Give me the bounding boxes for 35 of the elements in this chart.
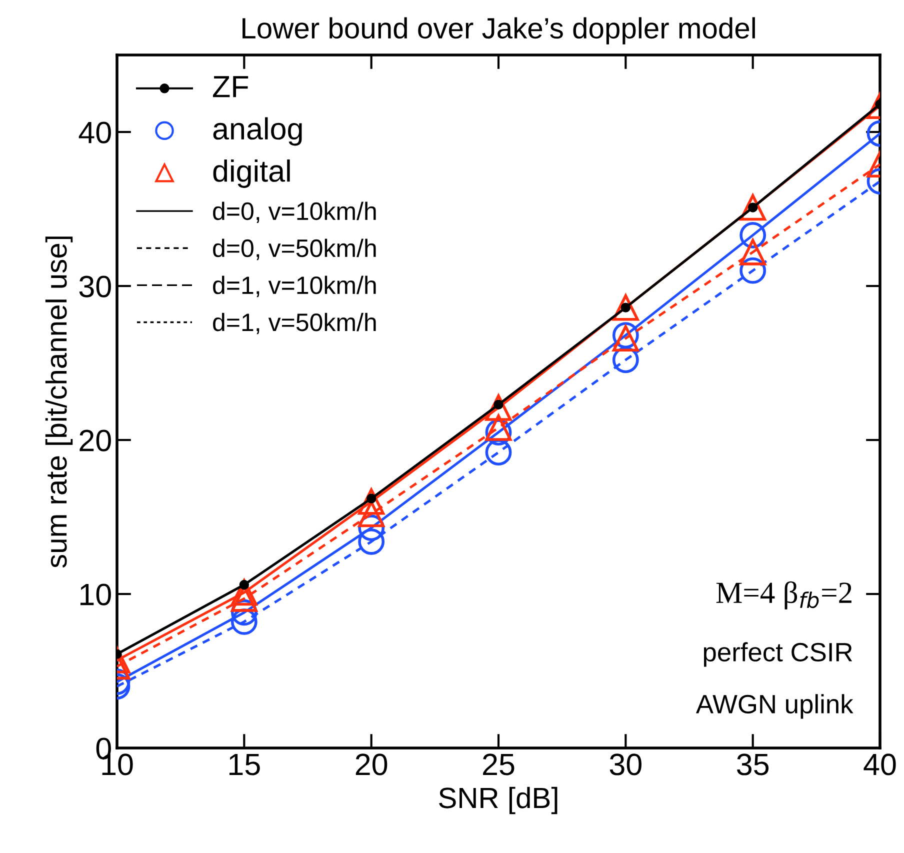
annotation: M=4 β$_{fb}$=2 — [716, 581, 852, 610]
point — [740, 222, 766, 248]
annotation: AWGN uplink — [696, 694, 854, 719]
x-tick-label: 20 — [356, 754, 388, 776]
annotation: d=1, v=10km/h — [213, 276, 376, 298]
annotation: d=0, v=10km/h — [213, 202, 376, 224]
point — [485, 439, 512, 466]
point — [612, 294, 639, 321]
y-axis-title: sum rate [bit/channel use] — [45, 236, 73, 568]
x-tick-label: 40 — [864, 754, 896, 776]
y-tick-label: 20 — [80, 430, 111, 452]
point — [358, 500, 385, 528]
x-tick-label: 30 — [610, 754, 642, 776]
y-tick-label: 40 — [78, 122, 111, 144]
x-tick-label: 35 — [737, 754, 769, 776]
point — [740, 257, 766, 284]
point — [358, 488, 385, 515]
legend-label: analog — [213, 117, 302, 146]
annotation: perfect CSIR — [704, 642, 852, 667]
point — [239, 580, 250, 590]
x-tick-label: 25 — [483, 754, 514, 776]
annotation: d=0, v=50km/h — [213, 238, 376, 260]
y-tick-label: 10 — [80, 584, 111, 606]
legend-label: digital — [213, 159, 290, 188]
point — [230, 579, 258, 606]
point — [485, 394, 512, 421]
chart-title: Lower bound over Jake’s doppler model — [242, 17, 755, 44]
annotation: d=1, v=50km/h — [213, 312, 376, 334]
legend-label: ZF — [212, 76, 248, 98]
point — [485, 414, 512, 441]
x-axis-title: SNR [dB] — [439, 786, 558, 814]
y-tick-label: 30 — [79, 276, 111, 298]
point — [740, 238, 766, 266]
x-tick-label: 15 — [230, 754, 260, 776]
point — [358, 528, 385, 555]
